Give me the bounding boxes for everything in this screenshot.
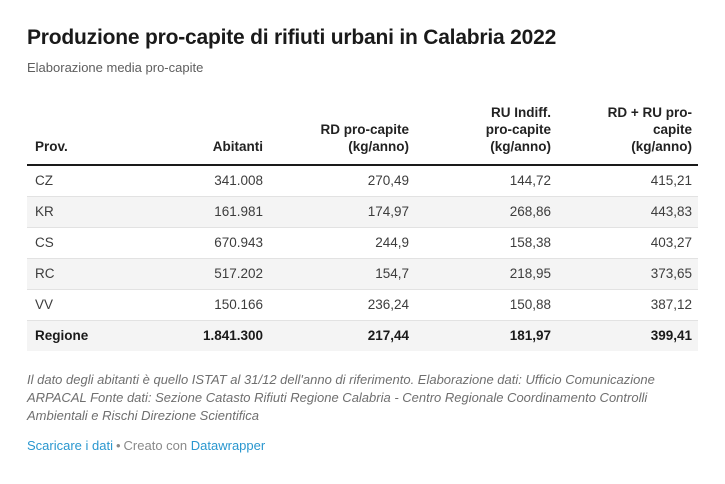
table-row: KR 161.981 174,97 268,86 443,83 bbox=[27, 196, 698, 228]
cell-prov: RC bbox=[35, 265, 55, 281]
cell-rd-ru: 415,21 bbox=[650, 172, 692, 188]
chart-subtitle: Elaborazione media pro-capite bbox=[27, 60, 204, 76]
cell-rd: 270,49 bbox=[367, 172, 409, 188]
table-row: RC 517.202 154,7 218,95 373,65 bbox=[27, 258, 698, 290]
cell-abitanti: 670.943 bbox=[214, 234, 263, 250]
cell-ru: 181,97 bbox=[509, 327, 551, 343]
cell-rd-ru: 387,12 bbox=[650, 296, 692, 312]
cell-rd-ru: 373,65 bbox=[650, 265, 692, 281]
cell-abitanti: 161.981 bbox=[214, 203, 263, 219]
table-header-row: Prov. Abitanti RD pro-capite (kg/anno) R… bbox=[27, 100, 698, 165]
cell-abitanti: 517.202 bbox=[214, 265, 263, 281]
cell-rd: 236,24 bbox=[367, 296, 409, 312]
cell-ru: 144,72 bbox=[509, 172, 551, 188]
cell-prov: Regione bbox=[35, 327, 89, 343]
cell-rd: 174,97 bbox=[367, 203, 409, 219]
cell-ru: 268,86 bbox=[509, 203, 551, 219]
table-row-total: Regione 1.841.300 217,44 181,97 399,41 bbox=[27, 320, 698, 351]
data-table: Prov. Abitanti RD pro-capite (kg/anno) R… bbox=[27, 100, 698, 351]
attribution-text: Creato con bbox=[123, 438, 188, 454]
column-header-prov: Prov. bbox=[35, 138, 68, 154]
cell-abitanti: 341.008 bbox=[214, 172, 263, 188]
cell-rd: 244,9 bbox=[375, 234, 409, 250]
cell-prov: KR bbox=[35, 203, 54, 219]
column-header-abitanti: Abitanti bbox=[212, 138, 263, 154]
table-row: VV 150.166 236,24 150,88 387,12 bbox=[27, 289, 698, 320]
chart-footer: Scaricare i dati • Creato con Datawrapper bbox=[27, 438, 698, 454]
cell-prov: VV bbox=[35, 296, 54, 312]
footer-separator: • bbox=[115, 438, 121, 454]
cell-abitanti: 150.166 bbox=[214, 296, 263, 312]
datawrapper-link[interactable]: Datawrapper bbox=[190, 438, 266, 454]
cell-rd: 154,7 bbox=[375, 265, 409, 281]
column-header-rd-pro-capite: RD pro-capite (kg/anno) bbox=[320, 121, 409, 154]
download-data-link[interactable]: Scaricare i dati bbox=[27, 438, 113, 454]
cell-ru: 158,38 bbox=[509, 234, 551, 250]
column-header-rd-ru: RD + RU pro- capite (kg/anno) bbox=[607, 104, 692, 154]
page-title: Produzione pro-capite di rifiuti urbani … bbox=[27, 26, 557, 49]
cell-prov: CZ bbox=[35, 172, 53, 188]
chart-notes: Il dato degli abitanti è quello ISTAT al… bbox=[27, 371, 655, 424]
table-row: CS 670.943 244,9 158,38 403,27 bbox=[27, 227, 698, 258]
cell-ru: 150,88 bbox=[509, 296, 551, 312]
cell-rd: 217,44 bbox=[367, 327, 409, 343]
cell-rd-ru: 443,83 bbox=[650, 203, 692, 219]
cell-rd-ru: 399,41 bbox=[650, 327, 692, 343]
cell-prov: CS bbox=[35, 234, 54, 250]
cell-rd-ru: 403,27 bbox=[650, 234, 692, 250]
cell-abitanti: 1.841.300 bbox=[202, 327, 263, 343]
table-row: CZ 341.008 270,49 144,72 415,21 bbox=[27, 165, 698, 197]
chart-container: Produzione pro-capite di rifiuti urbani … bbox=[27, 26, 698, 454]
cell-ru: 218,95 bbox=[509, 265, 551, 281]
column-header-ru-indiff: RU Indiff. pro-capite (kg/anno) bbox=[485, 104, 551, 154]
